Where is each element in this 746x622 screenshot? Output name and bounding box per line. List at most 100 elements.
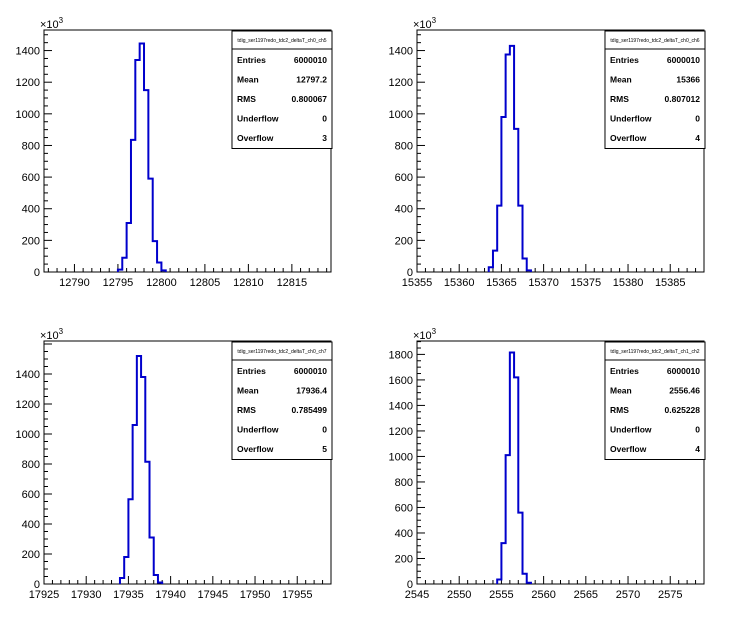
y-multiplier-label: ×103 xyxy=(413,16,437,31)
x-tick-label: 15385 xyxy=(655,277,686,289)
histogram-outline xyxy=(116,42,167,272)
stats-label: Mean xyxy=(237,74,259,84)
stats-label: Entries xyxy=(237,366,266,376)
stats-title: tdig_ser1197redo_tdc2_deltaT_ch0_ch6 xyxy=(610,38,699,44)
y-tick-label: 800 xyxy=(395,477,413,489)
y-tick-label: 1000 xyxy=(16,109,40,121)
y-multiplier-base: ×10 xyxy=(40,19,59,31)
stats-value: 6000010 xyxy=(294,55,327,65)
x-tick-label: 17925 xyxy=(29,589,60,601)
x-tick-label: 12810 xyxy=(233,277,264,289)
stats-value: 0.807012 xyxy=(665,94,701,104)
x-tick-label: 12790 xyxy=(59,277,90,289)
stats-value: 6000010 xyxy=(667,366,700,376)
y-multiplier-exponent: 3 xyxy=(59,16,64,25)
stats-label: Entries xyxy=(610,55,639,65)
stats-value: 6000010 xyxy=(667,55,700,65)
stats-value: 0.785499 xyxy=(292,405,328,415)
y-tick-label: 400 xyxy=(395,204,413,216)
histogram-outline xyxy=(118,355,164,584)
x-tick-label: 2570 xyxy=(616,589,640,601)
y-tick-label: 1400 xyxy=(389,400,413,412)
histogram-outline xyxy=(487,44,532,272)
x-tick-label: 15380 xyxy=(613,277,644,289)
stats-label: Overflow xyxy=(610,444,647,454)
y-tick-label: 0 xyxy=(34,579,40,591)
y-tick-label: 200 xyxy=(395,235,413,247)
histogram-panel-2: 15355 15360 15365 15370 15375 15380 15385 0 200 4… xyxy=(389,16,706,289)
y-tick-label: 0 xyxy=(407,267,413,279)
histogram-panel-3: 17925 17930 17935 17940 17945 17950 17955 0 200 4… xyxy=(16,327,333,601)
x-tick-label: 2565 xyxy=(574,589,598,601)
x-tick-label: 15370 xyxy=(528,277,559,289)
x-tick-label: 12815 xyxy=(277,277,308,289)
stats-label: RMS xyxy=(237,405,256,415)
x-tick-label: 17955 xyxy=(282,589,313,601)
y-tick-label: 1600 xyxy=(389,375,413,387)
stats-label: Entries xyxy=(610,366,639,376)
x-tick-label: 12805 xyxy=(190,277,221,289)
stats-box xyxy=(231,30,333,149)
y-tick-label: 600 xyxy=(395,502,413,514)
stats-title: tdig_ser1197redo_tdc2_deltaT_ch0_ch7 xyxy=(237,349,326,355)
stats-value: 0.625228 xyxy=(665,405,701,415)
y-multiplier-exponent: 3 xyxy=(59,327,64,336)
stats-value: 4 xyxy=(695,444,700,454)
x-tick-label: 12800 xyxy=(146,277,177,289)
stats-box xyxy=(231,341,333,460)
stats-label: Underflow xyxy=(237,113,279,123)
y-tick-label: 1400 xyxy=(389,46,413,58)
stats-label: Underflow xyxy=(237,424,279,434)
stats-value: 0 xyxy=(695,424,700,434)
x-tick-label: 17940 xyxy=(155,589,186,601)
stats-value: 0.800067 xyxy=(292,94,328,104)
y-tick-label: 1000 xyxy=(389,109,413,121)
stats-value: 17936.4 xyxy=(296,385,327,395)
x-tick-label: 2575 xyxy=(658,589,682,601)
x-tick-label: 15360 xyxy=(444,277,475,289)
y-tick-label: 1000 xyxy=(389,451,413,463)
y-tick-label: 1400 xyxy=(16,46,40,58)
y-tick-label: 800 xyxy=(22,140,40,152)
y-multiplier-label: ×103 xyxy=(40,327,64,342)
y-multiplier-label: ×103 xyxy=(40,16,64,31)
x-tick-label: 2555 xyxy=(489,589,513,601)
x-tick-label: 2550 xyxy=(447,589,471,601)
stats-label: Underflow xyxy=(610,424,652,434)
y-tick-label: 0 xyxy=(34,267,40,279)
stats-value: 0 xyxy=(695,113,700,123)
stats-label: Overflow xyxy=(610,133,647,143)
y-tick-label: 1200 xyxy=(389,426,413,438)
y-tick-label: 600 xyxy=(22,489,40,501)
histogram-panel-4: 2545 2550 2555 2560 2565 2570 2575 0 200 400 600 80… xyxy=(389,327,706,601)
y-multiplier-exponent: 3 xyxy=(432,16,437,25)
y-tick-label: 1200 xyxy=(389,77,413,89)
stats-label: RMS xyxy=(237,94,256,104)
y-tick-label: 0 xyxy=(407,579,413,591)
stats-value: 12797.2 xyxy=(296,74,327,84)
x-tick-label: 2560 xyxy=(531,589,555,601)
stats-label: Entries xyxy=(237,55,266,65)
stats-title: tdig_ser1197redo_tdc2_deltaT_ch0_ch5 xyxy=(237,38,326,44)
y-tick-label: 1200 xyxy=(16,77,40,89)
y-tick-label: 800 xyxy=(395,140,413,152)
histogram-outline xyxy=(496,351,532,584)
y-multiplier-base: ×10 xyxy=(413,19,432,31)
y-tick-label: 200 xyxy=(395,553,413,565)
x-tick-label: 15355 xyxy=(402,277,433,289)
x-tick-label: 12795 xyxy=(103,277,134,289)
stats-value: 4 xyxy=(695,133,700,143)
stats-label: RMS xyxy=(610,405,629,415)
stats-label: Overflow xyxy=(237,133,274,143)
y-tick-label: 400 xyxy=(395,528,413,540)
y-tick-label: 1800 xyxy=(389,349,413,361)
y-tick-label: 1000 xyxy=(16,429,40,441)
x-tick-label: 17935 xyxy=(113,589,144,601)
x-tick-label: 17930 xyxy=(71,589,102,601)
stats-label: Overflow xyxy=(237,444,274,454)
x-tick-label: 15365 xyxy=(486,277,517,289)
x-tick-label: 17950 xyxy=(240,589,271,601)
histogram-panel-1: 12790 12795 12800 12805 12810 12815 0 200 400 600… xyxy=(16,16,333,289)
y-tick-label: 600 xyxy=(22,172,40,184)
stats-value: 15366 xyxy=(676,74,700,84)
